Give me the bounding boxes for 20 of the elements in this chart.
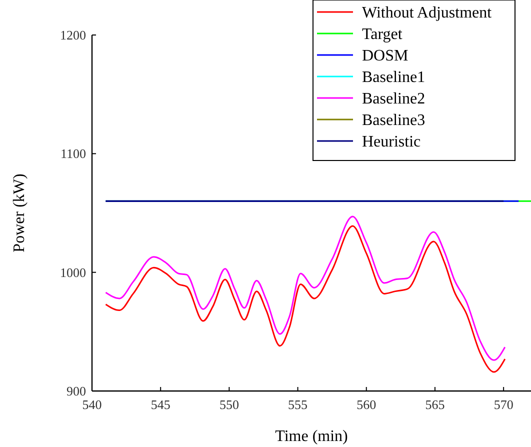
x-tick-label: 570 (494, 397, 514, 412)
x-tick-label: 565 (425, 397, 445, 412)
y-tick-label: 1200 (60, 28, 86, 43)
x-tick-label: 555 (288, 397, 308, 412)
y-tick-label: 900 (66, 384, 86, 399)
x-tick-label: 540 (82, 397, 102, 412)
y-tick-label: 1000 (60, 264, 86, 280)
legend-label: Without Adjustment (362, 4, 492, 22)
y-axis-title: Power (kW) (11, 174, 28, 252)
legend-label: Baseline2 (362, 90, 426, 108)
x-tick-label: 545 (150, 397, 170, 412)
y-tick-label: 1100 (60, 146, 86, 162)
legend-label: Baseline3 (362, 112, 426, 130)
x-tick-label: 560 (356, 397, 376, 412)
x-axis-title: Time (min) (275, 428, 348, 445)
x-tick-label: 550 (219, 397, 239, 412)
legend-label: Baseline1 (362, 69, 426, 86)
legend-label: Target (362, 26, 403, 44)
legend-label: DOSM (362, 48, 408, 65)
legend-label: Heuristic (362, 134, 421, 151)
